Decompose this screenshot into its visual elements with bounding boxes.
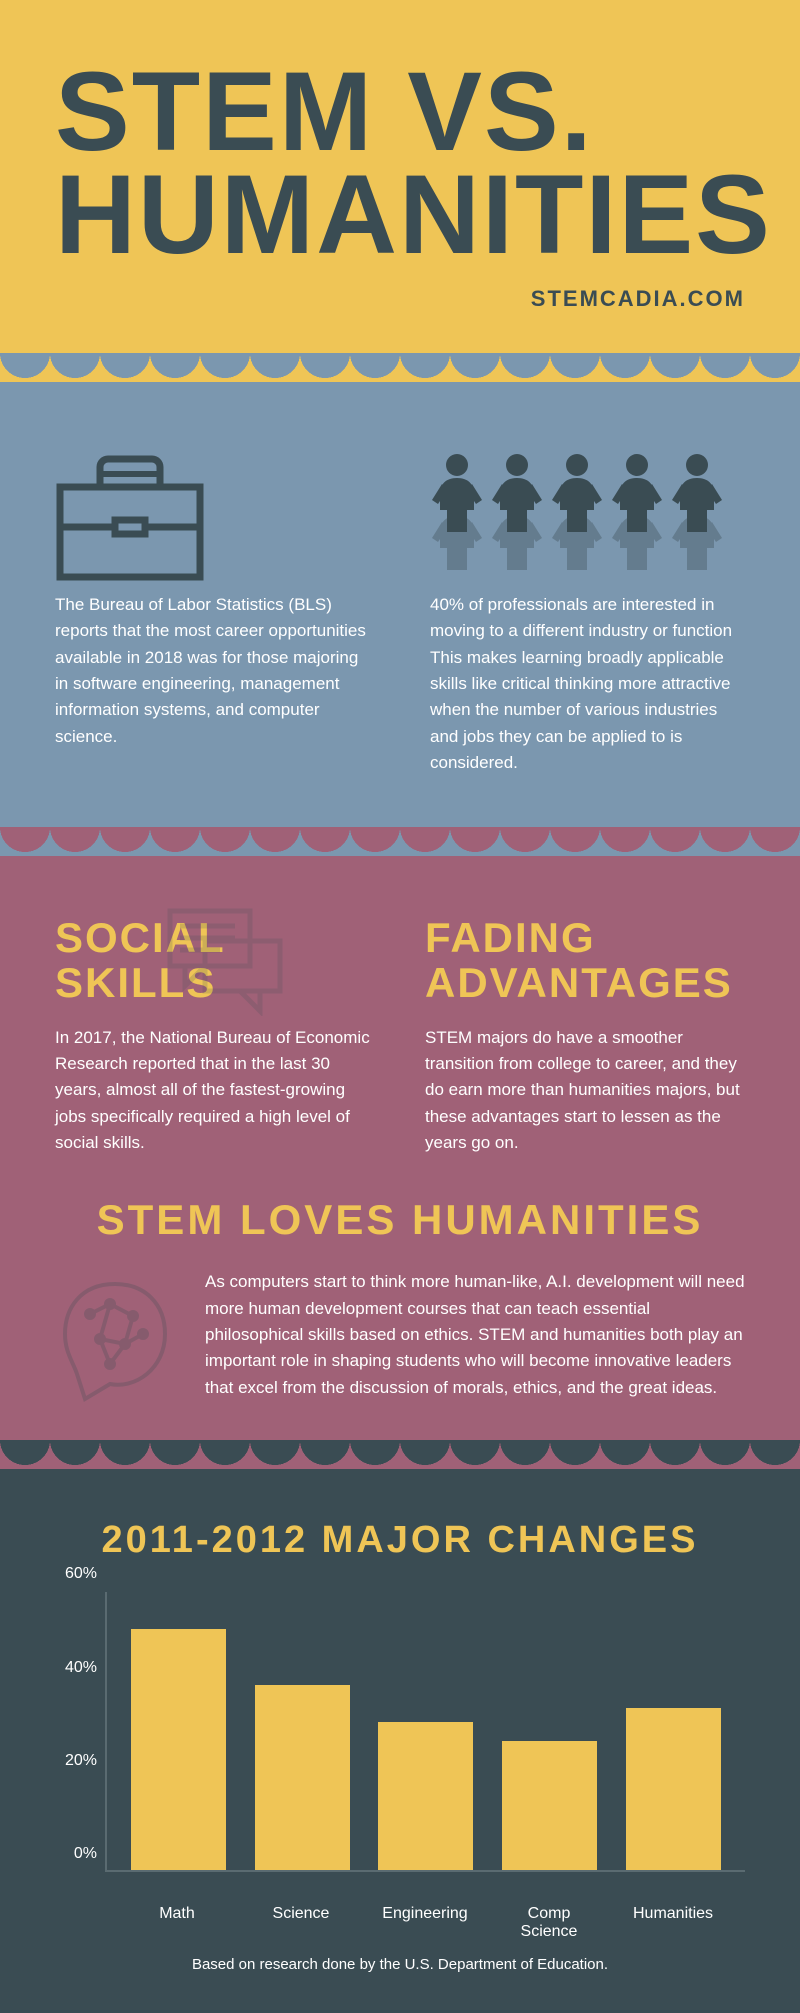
hero-section: STEM VS. HUMANITIES STEMCADIA.COM <box>0 0 800 382</box>
y-tick-label: 20% <box>65 1752 97 1770</box>
person-icon <box>430 452 484 537</box>
scallop-divider <box>0 1440 800 1470</box>
bar-chart: 0%20%40%60% <box>55 1592 745 1872</box>
y-tick-label: 0% <box>74 1845 97 1863</box>
chart-bar <box>131 1629 226 1870</box>
x-tick-label: Science <box>254 1905 349 1941</box>
professionals-text: 40% of professionals are interested in m… <box>430 592 745 776</box>
person-icon <box>550 452 604 537</box>
y-tick-label: 40% <box>65 1659 97 1677</box>
chart-bar <box>626 1708 721 1870</box>
x-tick-label: Comp Science <box>502 1905 597 1941</box>
fading-heading: FADINGADVANTAGES <box>425 916 745 1004</box>
chart-bar <box>378 1722 473 1870</box>
bls-text: The Bureau of Labor Statistics (BLS) rep… <box>55 592 370 750</box>
social-heading: SOCIALSKILLS <box>55 916 375 1004</box>
briefcase-icon <box>55 442 370 592</box>
scallop-divider <box>0 827 800 857</box>
x-tick-label: Math <box>130 1905 225 1941</box>
x-tick-label: Engineering <box>378 1905 473 1941</box>
x-tick-label: Humanities <box>626 1905 721 1941</box>
details-section: SOCIALSKILLS In <box>0 856 800 1469</box>
person-icon <box>670 452 724 537</box>
chart-title: 2011-2012 MAJOR CHANGES <box>55 1519 745 1562</box>
chart-bar <box>502 1741 597 1871</box>
fading-block: FADINGADVANTAGES STEM majors do have a s… <box>425 916 745 1156</box>
stats-section: The Bureau of Labor Statistics (BLS) rep… <box>0 382 800 856</box>
scallop-divider <box>0 353 800 383</box>
social-skills-block: SOCIALSKILLS In <box>55 916 375 1156</box>
left-column: The Bureau of Labor Statistics (BLS) rep… <box>55 442 370 776</box>
stem-loves-heading: STEM LOVES HUMANITIES <box>55 1196 745 1244</box>
social-text: In 2017, the National Bureau of Economic… <box>55 1025 375 1157</box>
person-icon <box>610 452 664 537</box>
people-icon <box>430 442 745 592</box>
chart-section: 2011-2012 MAJOR CHANGES 0% 20% 40% 60% Math… <box>0 1469 800 2013</box>
page-title: STEM VS. HUMANITIES <box>55 60 745 266</box>
chart-footer: Based on research done by the U.S. Depar… <box>55 1956 745 1973</box>
person-icon <box>490 452 544 537</box>
brain-circuit-icon <box>55 1274 175 1409</box>
right-column: 40% of professionals are interested in m… <box>430 442 745 776</box>
fading-text: STEM majors do have a smoother transitio… <box>425 1025 745 1157</box>
chart-bar <box>255 1685 350 1870</box>
website-label: STEMCADIA.COM <box>55 286 745 312</box>
stem-loves-text: As computers start to think more human-l… <box>205 1269 745 1401</box>
speech-bubble-icon <box>165 906 285 1024</box>
y-tick-label: 60% <box>65 1565 97 1583</box>
